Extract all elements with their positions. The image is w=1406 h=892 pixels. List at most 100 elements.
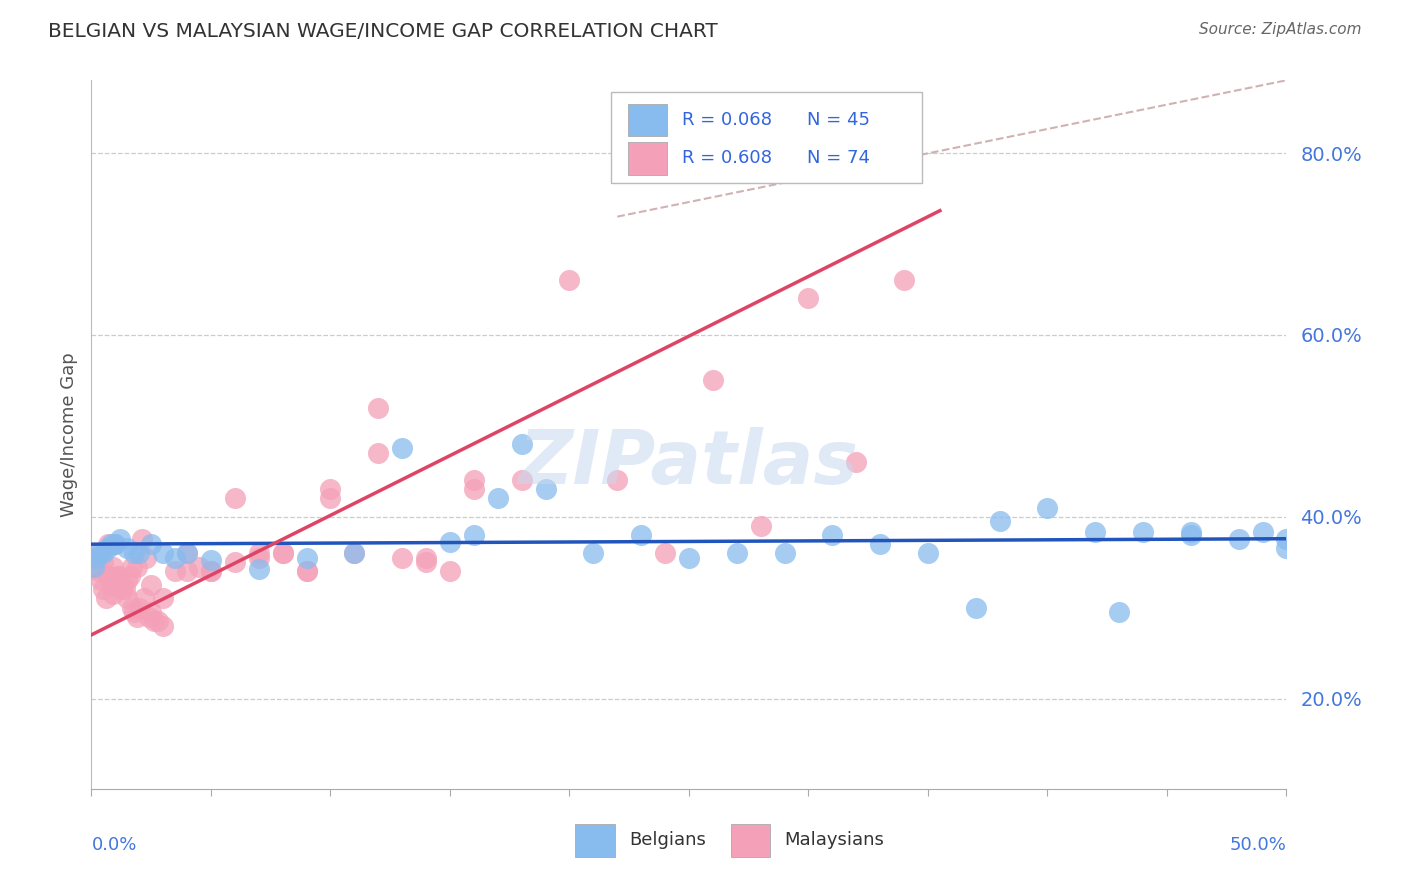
Point (138, 609, 160, 624)
Point (93, 555, 114, 569)
Point (654, 546, 676, 560)
Point (367, 446, 389, 460)
Point (343, 546, 366, 560)
Point (439, 535, 461, 549)
Point (869, 537, 891, 551)
Text: R = 0.068: R = 0.068 (682, 111, 772, 129)
Point (295, 564, 318, 578)
Point (988, 514, 1011, 528)
Point (319, 491, 342, 506)
Point (84, 550, 107, 565)
Point (1180, 525, 1202, 540)
Point (510, 473, 533, 487)
Point (111, 578, 134, 592)
Point (271, 546, 294, 560)
Point (115, 541, 138, 556)
Point (100, 537, 122, 551)
Point (510, 437, 533, 451)
Point (343, 546, 366, 560)
Point (104, 537, 127, 551)
Point (131, 533, 153, 547)
Point (97, 568, 120, 582)
Point (121, 600, 143, 615)
Text: Belgians: Belgians (630, 831, 706, 849)
Point (87, 564, 110, 578)
Point (797, 292, 820, 306)
Point (200, 564, 222, 578)
Point (582, 546, 605, 560)
Point (84, 550, 107, 565)
Point (463, 528, 485, 542)
Point (821, 528, 844, 542)
Point (118, 568, 141, 582)
Point (148, 614, 170, 628)
FancyBboxPatch shape (575, 824, 614, 857)
Point (152, 546, 174, 560)
Point (678, 550, 700, 565)
Point (773, 546, 796, 560)
Text: Malaysians: Malaysians (785, 831, 884, 849)
Point (97, 537, 120, 551)
Point (1227, 533, 1250, 547)
Point (115, 574, 138, 588)
Text: Source: ZipAtlas.com: Source: ZipAtlas.com (1198, 22, 1361, 37)
Point (141, 578, 162, 592)
Point (200, 553, 222, 567)
Point (115, 591, 138, 606)
Point (630, 528, 652, 542)
Point (100, 578, 122, 592)
Point (97, 541, 120, 556)
Point (917, 546, 939, 560)
Text: ZIPatlas: ZIPatlas (519, 426, 859, 500)
Point (152, 591, 174, 606)
Point (142, 614, 165, 628)
Point (319, 483, 342, 497)
Text: N = 45: N = 45 (807, 111, 870, 129)
Point (1132, 525, 1154, 540)
Point (163, 550, 186, 565)
Point (391, 442, 413, 456)
Point (1108, 605, 1130, 619)
Point (87, 546, 110, 560)
Point (725, 546, 748, 560)
Point (90, 574, 112, 588)
Point (93, 546, 114, 560)
Point (163, 564, 186, 578)
Point (247, 562, 270, 576)
Point (141, 605, 162, 619)
Point (439, 564, 461, 578)
Point (271, 546, 294, 560)
Point (1180, 528, 1202, 542)
Point (104, 574, 127, 588)
Text: BELGIAN VS MALAYSIAN WAGE/INCOME GAP CORRELATION CHART: BELGIAN VS MALAYSIAN WAGE/INCOME GAP COR… (48, 22, 717, 41)
Point (93, 582, 114, 597)
Point (295, 564, 318, 578)
Point (128, 546, 150, 560)
Point (132, 591, 155, 606)
Point (893, 273, 915, 287)
Point (1084, 525, 1107, 540)
Point (176, 564, 198, 578)
Point (391, 550, 413, 565)
Point (463, 473, 485, 487)
Point (176, 546, 198, 560)
Point (415, 550, 437, 565)
Point (200, 564, 222, 578)
Point (486, 491, 509, 506)
Point (1036, 500, 1059, 515)
Text: 0.0%: 0.0% (91, 836, 136, 854)
Point (845, 455, 868, 469)
Point (101, 587, 124, 601)
Point (187, 559, 211, 574)
Point (247, 550, 270, 565)
Point (224, 491, 246, 506)
Point (224, 555, 246, 569)
Text: 50.0%: 50.0% (1230, 836, 1286, 854)
FancyBboxPatch shape (612, 93, 922, 183)
Point (463, 483, 485, 497)
Point (125, 559, 148, 574)
Point (128, 600, 150, 615)
Point (101, 559, 124, 574)
Point (152, 619, 174, 633)
Point (749, 518, 772, 533)
